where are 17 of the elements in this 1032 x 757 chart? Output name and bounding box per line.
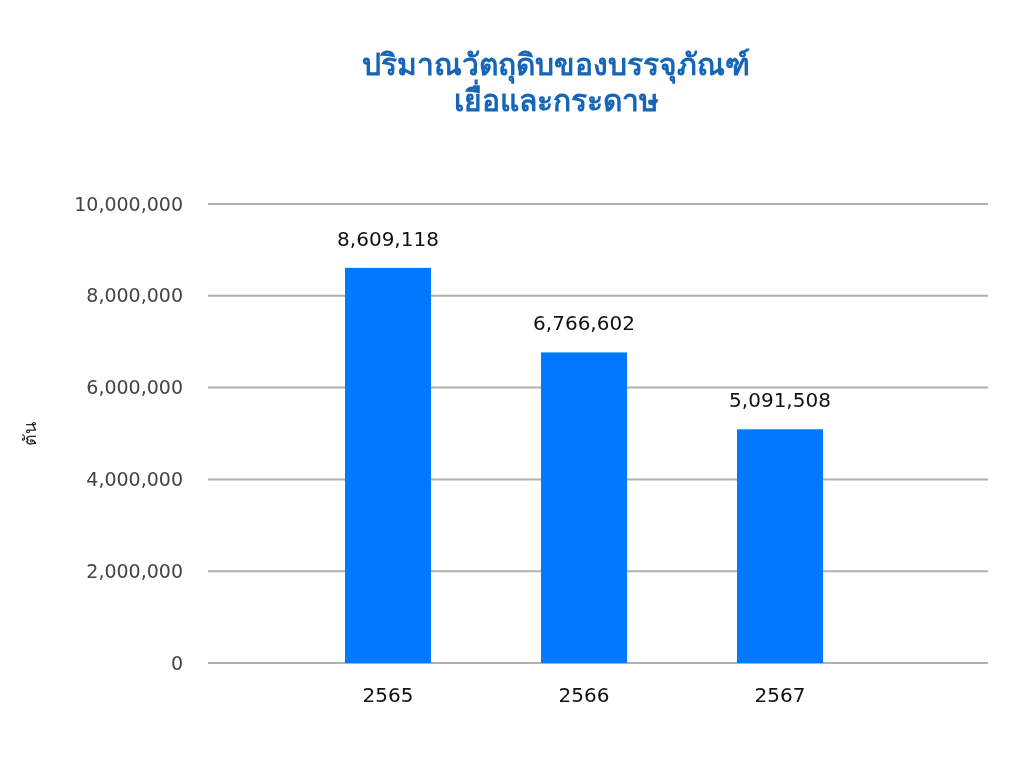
bar (541, 352, 627, 663)
chart-title: ปริมาณวัตถุดิบของบรรจุภัณฑ์ เยื่อและกระดาษ (362, 47, 750, 118)
data-label: 5,091,508 (729, 388, 831, 413)
x-tick-label: 2565 (362, 683, 414, 707)
x-tick-label: 2567 (754, 683, 806, 707)
data-label: 8,609,118 (337, 226, 439, 251)
y-tick-label: 0 (170, 651, 183, 674)
y-tick-label: 8,000,000 (86, 284, 183, 307)
y-tick-label: 2,000,000 (86, 559, 183, 582)
data-label: 6,766,602 (533, 311, 635, 336)
y-tick-label: 10,000,000 (74, 192, 183, 215)
y-axis-title: ตัน (19, 421, 40, 446)
x-tick-label: 2566 (558, 683, 610, 707)
bar (345, 267, 431, 663)
y-tick-label: 4,000,000 (86, 468, 183, 491)
bar (737, 429, 823, 663)
y-tick-label: 6,000,000 (86, 376, 183, 399)
